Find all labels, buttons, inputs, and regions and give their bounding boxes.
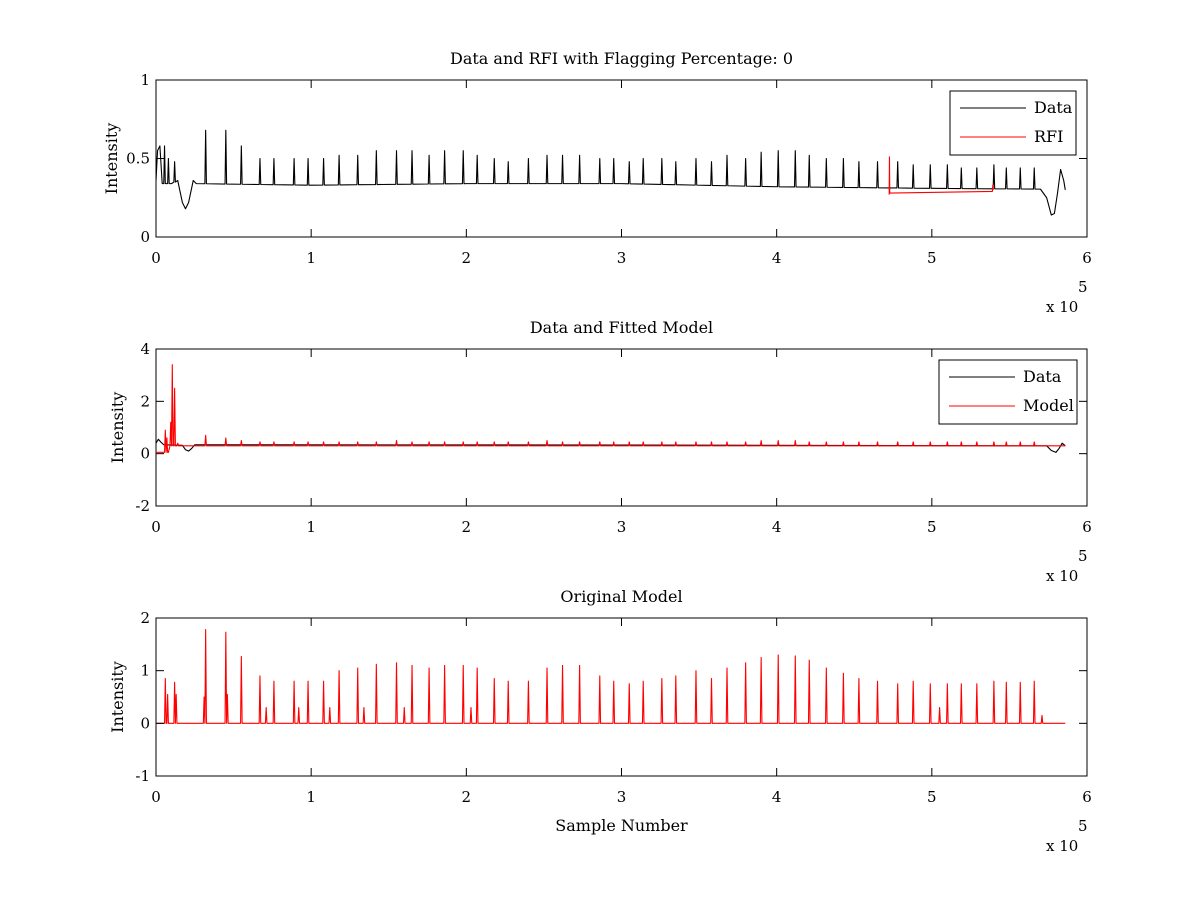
y-tick-label: 0 [140, 714, 150, 732]
y-tick-label: 0 [140, 445, 150, 463]
y-axis-label: Intensity [102, 123, 121, 195]
series-group [156, 129, 1066, 216]
x-tick-label: 4 [772, 788, 782, 806]
legend-entry-rfi: RFI [1034, 127, 1063, 146]
x-multiplier-label: x 10 [1046, 567, 1078, 585]
x-multiplier-label: x 10 [1046, 298, 1078, 316]
x-tick-label: 3 [617, 788, 627, 806]
series-line-data [156, 438, 1066, 453]
x-tick-label: 1 [306, 249, 316, 267]
x-tick-label: 3 [617, 249, 627, 267]
legend-entry-model: Model [1023, 396, 1074, 415]
legend: Data Model [938, 359, 1078, 425]
y-tick-label: 1 [140, 662, 150, 680]
series-group [156, 364, 1066, 453]
x-multiplier-exponent: 5 [1078, 278, 1088, 296]
x-tick-label: 5 [927, 249, 937, 267]
x-axis-label: Sample Number [555, 816, 688, 835]
axes-box [155, 617, 1088, 777]
x-tick-label: 4 [772, 249, 782, 267]
x-multiplier-exponent: 5 [1078, 547, 1088, 565]
x-tick-label: 0 [151, 788, 161, 806]
series-line-model [156, 364, 1066, 453]
axes-box [155, 348, 1088, 507]
y-tick-label: 1 [140, 71, 150, 89]
legend-box [938, 359, 1078, 425]
x-tick-label: 4 [772, 518, 782, 536]
x-tick-label: 2 [462, 249, 472, 267]
legend: Data RFI [949, 90, 1077, 156]
legend-entry-data: Data [1034, 98, 1073, 117]
x-tick-label: 3 [617, 518, 627, 536]
y-tick-label: 2 [140, 609, 150, 627]
chart-title: Data and RFI with Flagging Percentage: 0 [450, 49, 793, 68]
x-tick-label: 2 [462, 518, 472, 536]
y-tick-label: 0 [140, 228, 150, 246]
x-tick-label: 6 [1082, 788, 1092, 806]
series-line-model [156, 629, 1066, 724]
y-tick-label: 0.5 [126, 150, 150, 168]
y-tick-label: -2 [135, 497, 150, 515]
x-multiplier-exponent: 5 [1078, 817, 1088, 835]
x-tick-label: 1 [306, 788, 316, 806]
x-tick-label: 0 [151, 249, 161, 267]
y-axis-label: Intensity [108, 661, 127, 733]
series-group [156, 629, 1066, 724]
chart-panel-1: 0 1 2 3 4 5 6 0 0.5 1 Data and RFI with Flagging P… [102, 49, 1092, 316]
x-tick-label: 5 [927, 518, 937, 536]
y-tick-label: 4 [140, 340, 150, 358]
legend-entry-data: Data [1023, 367, 1062, 386]
y-axis-label: Intensity [108, 392, 127, 464]
legend-box [949, 90, 1077, 156]
y-tick-label: 2 [140, 392, 150, 410]
x-tick-label: 5 [927, 788, 937, 806]
chart-title: Data and Fitted Model [530, 318, 713, 337]
x-tick-label: 6 [1082, 249, 1092, 267]
series-line-rfi [888, 156, 994, 195]
axes-box [155, 79, 1088, 238]
x-tick-label: 6 [1082, 518, 1092, 536]
x-multiplier-label: x 10 [1046, 837, 1078, 855]
x-tick-label: 0 [151, 518, 161, 536]
series-line-data [156, 129, 1066, 216]
x-tick-label: 1 [306, 518, 316, 536]
chart-title: Original Model [560, 587, 682, 606]
y-tick-label: -1 [135, 767, 150, 785]
x-tick-label: 2 [462, 788, 472, 806]
